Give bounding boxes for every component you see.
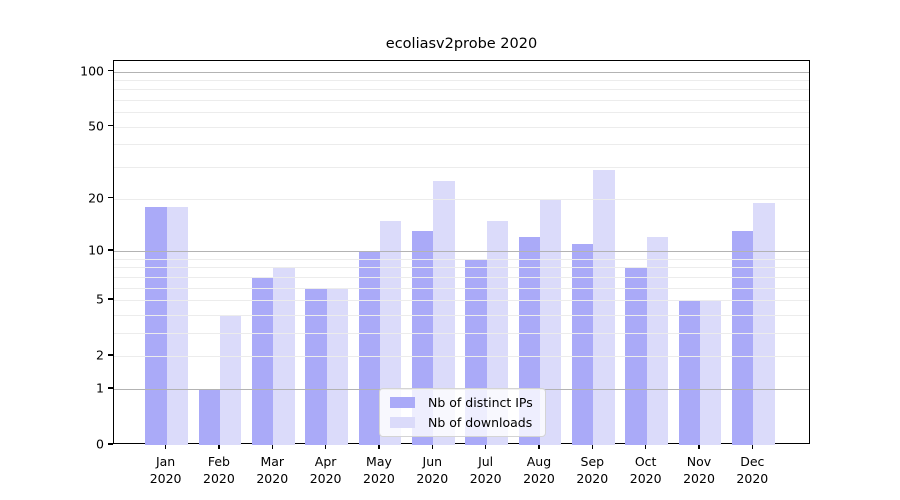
bar-sep-distinct-ips [572,243,594,445]
x-tick-jan [164,444,167,449]
y-tick-label-1: 1 [96,380,104,396]
x-tick-label-apr: Apr 2020 [309,454,342,486]
legend: Nb of distinct IPs Nb of downloads [379,388,546,437]
y-tick-0 [108,443,113,445]
bar-nov-distinct-ips [678,299,700,445]
legend-entry-distinct-ips: Nb of distinct IPs [390,395,535,410]
gridline-major-100 [114,71,809,73]
y-tick-2 [108,354,113,356]
gridline-minor-5 [114,299,809,301]
bar-feb-downloads [219,314,242,445]
plot-area [113,60,810,445]
gridline-major-10 [114,250,809,252]
bar-sep-downloads [593,169,615,445]
gridline-minor-40 [114,144,809,146]
bar-jun-downloads [433,181,455,445]
legend-label-distinct-ips: Nb of distinct IPs [428,395,533,410]
gridline-minor-8 [114,267,809,269]
gridline-minor-50 [114,126,809,128]
bar-may-distinct-ips [358,250,380,445]
bar-dec-distinct-ips [732,231,754,445]
gridline-minor-20 [114,198,809,200]
gridline-minor-70 [114,100,809,102]
bar-jan-downloads [166,206,188,445]
x-tick-label-aug: Aug 2020 [523,454,555,486]
x-tick-mar [271,444,273,449]
y-tick-label-5: 5 [96,291,104,307]
bar-mar-distinct-ips [251,276,274,445]
x-tick-label-sep: Sep 2020 [576,454,609,486]
legend-entry-downloads: Nb of downloads [390,415,535,430]
y-tick-1 [108,387,113,389]
x-tick-oct [645,444,647,449]
y-tick-100 [108,69,113,72]
gridline-minor-9 [114,258,809,260]
x-tick-jun [431,444,433,449]
gridline-minor-60 [114,112,809,114]
x-tick-jul [484,444,487,449]
bar-apr-distinct-ips [305,287,327,445]
legend-label-downloads: Nb of downloads [428,415,533,430]
gridline-minor-3 [114,332,809,334]
gridline-minor-80 [114,89,809,91]
bar-dec-downloads [753,202,775,445]
x-tick-label-dec: Dec 2020 [736,454,769,486]
x-tick-dec [751,444,753,449]
bar-feb-distinct-ips [198,388,220,445]
x-tick-label-jun: Jun 2020 [416,454,449,486]
x-tick-label-mar: Mar 2020 [256,454,289,486]
x-tick-nov [698,444,700,449]
gridline-minor-7 [114,276,809,278]
gridline-minor-30 [114,167,809,169]
x-tick-aug [538,444,540,449]
y-tick-label-20: 20 [88,190,104,206]
x-tick-label-may: May 2020 [363,454,395,486]
y-tick-10 [108,249,113,251]
y-tick-label-2: 2 [96,347,104,363]
legend-swatch-distinct-ips [390,397,415,408]
x-tick-label-oct: Oct 2020 [629,454,662,486]
y-tick-label-50: 50 [88,118,104,134]
x-tick-feb [218,444,220,449]
gridline-minor-4 [114,314,809,316]
gridline-minor-6 [114,287,809,289]
x-tick-label-jul: Jul 2020 [469,454,502,486]
bar-nov-downloads [700,299,722,445]
bar-apr-downloads [326,287,348,445]
x-tick-label-feb: Feb 2020 [203,454,235,486]
y-tick-5 [108,298,113,300]
chart-title: ecoliasv2probe 2020 [385,36,538,52]
x-tick-sep [591,444,593,449]
y-tick-label-0: 0 [96,436,104,452]
bar-aug-downloads [539,198,562,445]
y-tick-label-10: 10 [88,242,104,258]
x-tick-apr [324,444,327,449]
legend-swatch-downloads [390,417,415,428]
x-tick-label-nov: Nov 2020 [683,454,715,486]
gridline-minor-2 [114,356,809,358]
x-tick-may [378,444,380,449]
y-tick-20 [108,196,113,199]
x-tick-label-jan: Jan 2020 [149,454,182,486]
bar-jan-distinct-ips [145,206,167,445]
bar-oct-downloads [646,237,668,445]
y-tick-50 [108,125,113,127]
gridline-minor-90 [114,79,809,81]
y-tick-label-100: 100 [80,63,104,78]
